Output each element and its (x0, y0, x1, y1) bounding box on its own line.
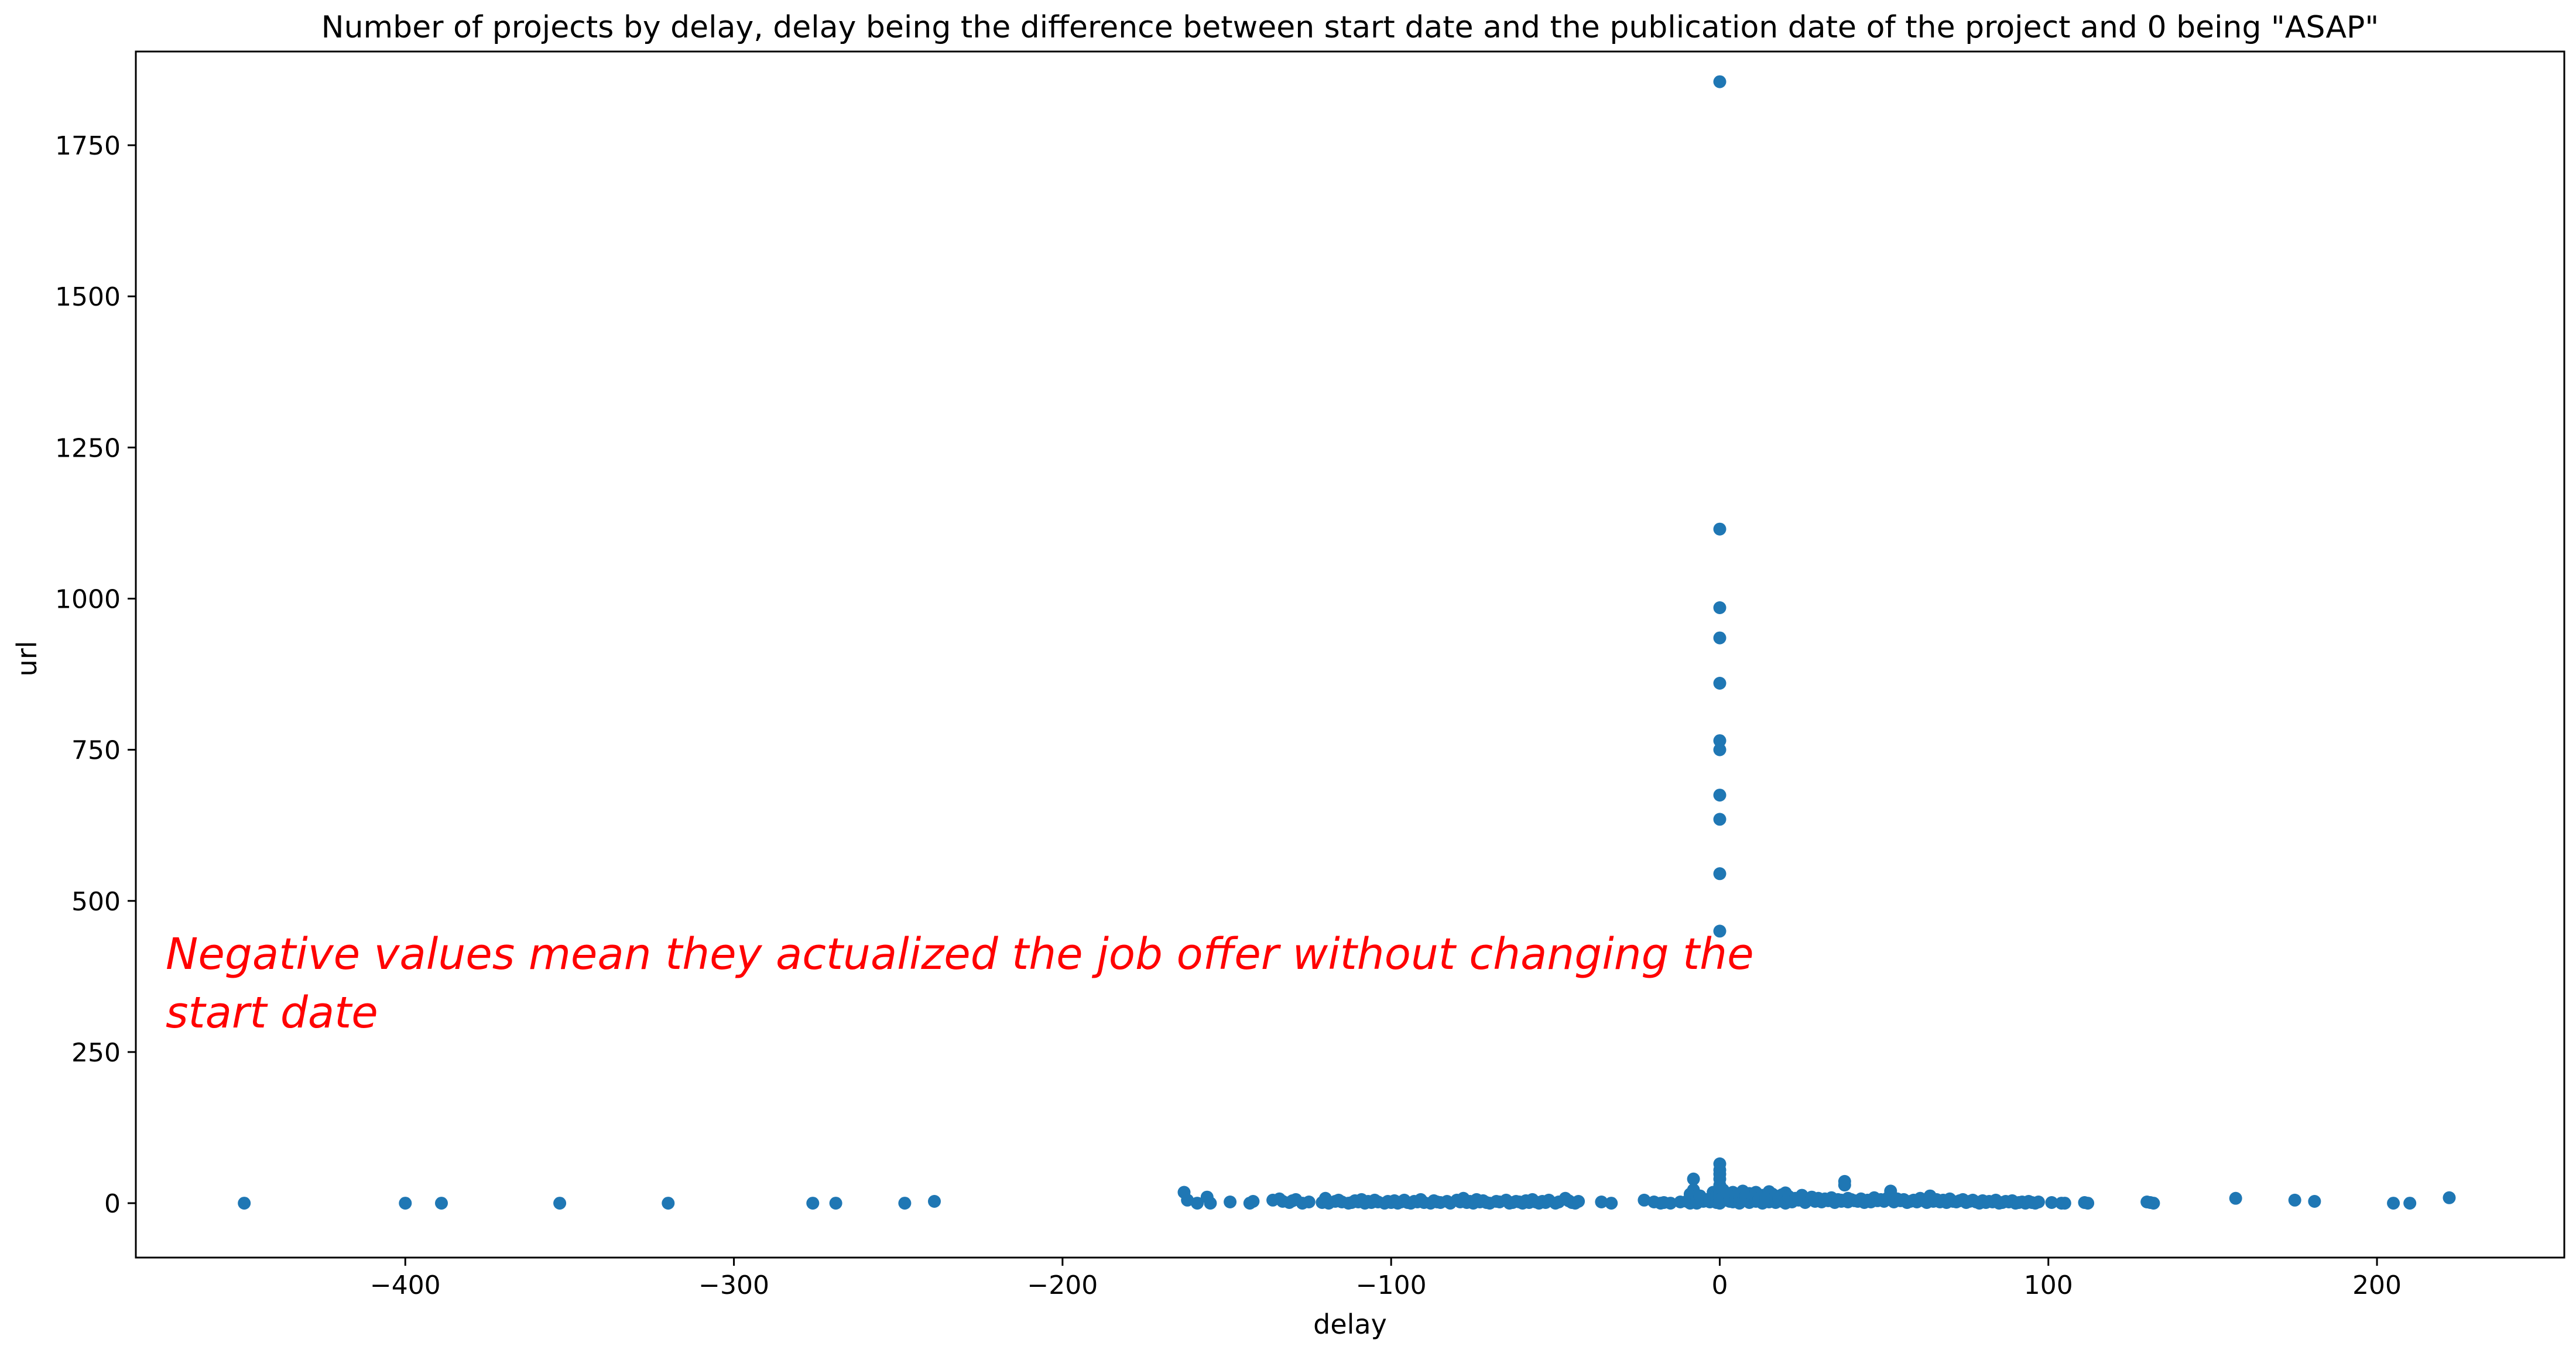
y-tick-label: 1750 (55, 131, 121, 161)
data-point (806, 1197, 820, 1210)
data-point (238, 1197, 251, 1210)
x-tick-label: −400 (370, 1270, 441, 1300)
annotation-line-1: Negative values mean they actualized the… (166, 929, 1754, 979)
data-point (1664, 1197, 1677, 1210)
data-point (1713, 743, 1727, 756)
data-point (1713, 867, 1727, 881)
data-point (1838, 1179, 1851, 1192)
x-tick-label: 0 (1711, 1270, 1728, 1300)
data-point (2443, 1191, 2456, 1204)
y-tick-label: 1500 (55, 282, 121, 312)
data-point (1713, 522, 1727, 536)
data-point (1713, 75, 1727, 88)
data-point (1572, 1195, 1585, 1208)
x-tick-label: −200 (1027, 1270, 1098, 1300)
y-tick-label: 0 (104, 1189, 121, 1219)
data-point (2308, 1195, 2321, 1208)
data-point (2081, 1197, 2095, 1210)
data-point (1713, 813, 1727, 826)
y-tick-label: 1000 (55, 584, 121, 614)
data-point (553, 1197, 567, 1210)
chart-title: Number of projects by delay, delay being… (321, 10, 2379, 45)
data-point (1687, 1172, 1700, 1186)
data-point (2147, 1197, 2160, 1210)
x-tick-label: 100 (2024, 1270, 2073, 1300)
data-point (2229, 1191, 2242, 1205)
data-point (1181, 1193, 1194, 1207)
x-tick-label: −100 (1356, 1270, 1427, 1300)
annotation-line-2: start date (166, 988, 378, 1038)
y-axis-ticks: 0 250 500 750 1000 1250 1500 1750 (55, 131, 136, 1219)
data-point (2403, 1197, 2417, 1210)
data-points (238, 75, 2456, 1210)
data-point (435, 1197, 448, 1210)
data-point (1713, 924, 1727, 938)
data-point (2288, 1193, 2301, 1207)
x-tick-label: −300 (698, 1270, 769, 1300)
y-tick-label: 500 (71, 887, 121, 917)
data-point (1595, 1196, 1608, 1208)
data-point (928, 1195, 941, 1208)
data-point (2387, 1197, 2400, 1210)
data-point (2045, 1196, 2058, 1209)
data-point (1713, 677, 1727, 690)
data-point (1246, 1195, 1260, 1208)
y-axis-label: url (11, 641, 43, 677)
data-point (1713, 734, 1727, 748)
plot-area (135, 50, 2565, 1259)
data-point (1204, 1197, 1217, 1210)
y-tick-label: 250 (71, 1038, 121, 1068)
y-tick-label: 1250 (55, 433, 121, 463)
x-axis-label: delay (1313, 1309, 1387, 1340)
x-tick-label: 200 (2352, 1270, 2402, 1300)
data-point (829, 1197, 842, 1210)
data-point (2058, 1197, 2071, 1210)
data-point (399, 1197, 412, 1210)
x-axis-ticks: −400 −300 −200 −100 0 100 200 (370, 1258, 2402, 1300)
data-point (1713, 631, 1727, 645)
data-point (1605, 1197, 1618, 1210)
y-tick-label: 750 (71, 736, 121, 766)
data-point (1302, 1196, 1316, 1208)
data-point (1638, 1193, 1651, 1207)
data-point (898, 1197, 912, 1210)
data-point (2032, 1196, 2045, 1208)
data-point (1713, 601, 1727, 614)
data-point (1191, 1197, 1204, 1210)
data-point (1224, 1196, 1237, 1208)
data-point (1713, 789, 1727, 802)
data-point (662, 1197, 675, 1210)
